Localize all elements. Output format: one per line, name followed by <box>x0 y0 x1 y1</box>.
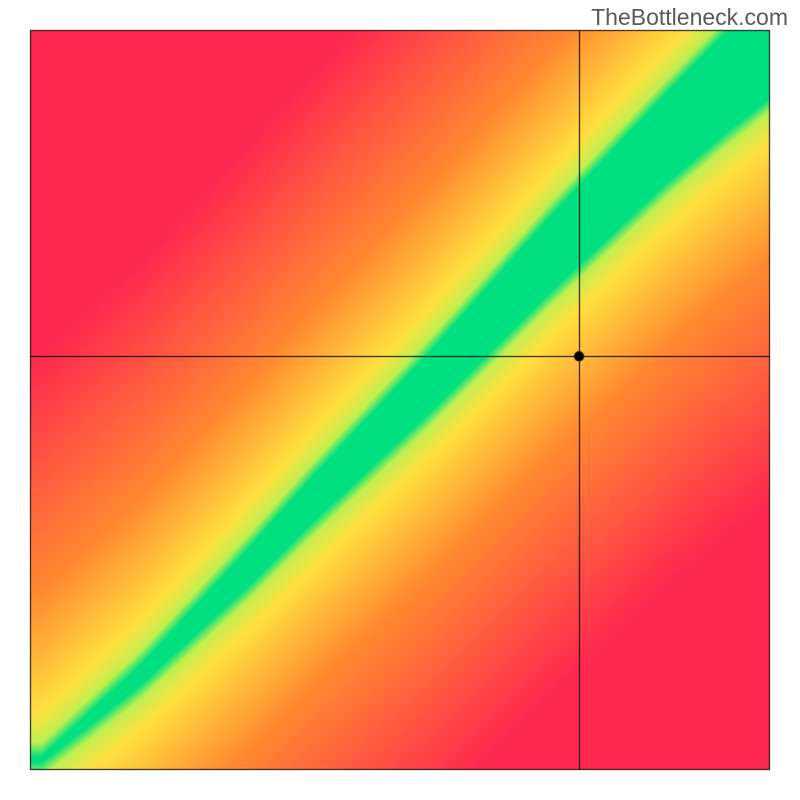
watermark-text: TheBottleneck.com <box>591 4 788 31</box>
chart-container: TheBottleneck.com <box>0 0 800 800</box>
bottleneck-heatmap <box>0 0 800 800</box>
